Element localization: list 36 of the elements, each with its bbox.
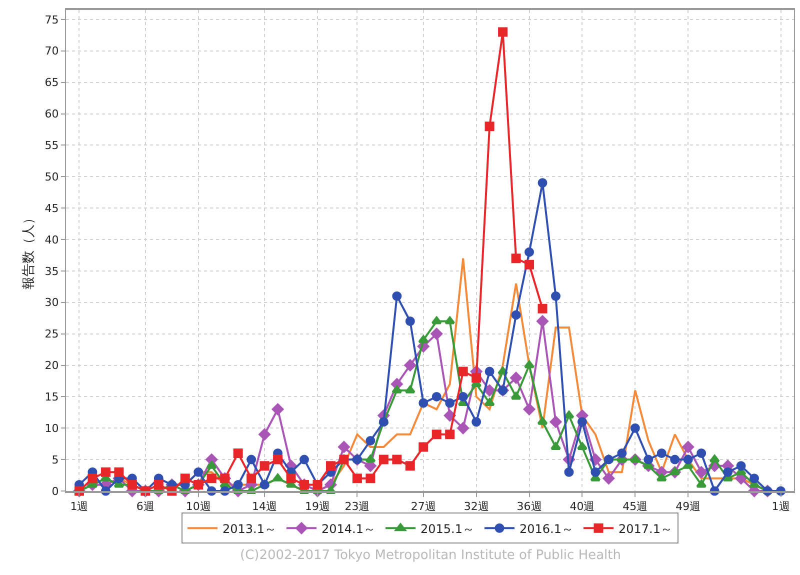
x-tick-label: 32週 bbox=[464, 500, 489, 514]
y-tick-label: 5 bbox=[52, 453, 59, 466]
x-tick-label: 40週 bbox=[570, 500, 595, 514]
legend-label: 2015.1～ bbox=[420, 522, 474, 536]
y-tick-label: 55 bbox=[44, 139, 59, 152]
x-tick-label: 36週 bbox=[516, 500, 542, 514]
x-tick-label: 1週 bbox=[70, 500, 88, 514]
x-tick-label: 19週 bbox=[304, 500, 330, 514]
y-tick-label: 20 bbox=[44, 359, 59, 372]
y-tick-label: 35 bbox=[44, 264, 59, 278]
x-tick-label: 10週 bbox=[186, 500, 211, 514]
legend-label: 2013.1～ bbox=[222, 522, 276, 536]
y-tick-label: 25 bbox=[44, 328, 59, 341]
x-tick-label: 14週 bbox=[252, 500, 278, 514]
y-tick-label: 70 bbox=[44, 44, 59, 58]
x-tick-label: 1週 bbox=[772, 500, 790, 514]
x-tick-label: 45週 bbox=[622, 500, 648, 514]
y-tick-label: 30 bbox=[44, 296, 59, 310]
y-tick-label: 65 bbox=[44, 76, 59, 90]
y-tick-label: 45 bbox=[44, 202, 59, 215]
legend-label: 2016.1～ bbox=[520, 522, 574, 536]
x-tick-label: 23週 bbox=[344, 500, 370, 514]
legend-label: 2014.1～ bbox=[322, 522, 376, 536]
y-axis-title: 報告数（人） bbox=[22, 212, 37, 290]
x-tick-label: 27週 bbox=[410, 500, 436, 514]
y-tick-label: 15 bbox=[44, 390, 59, 404]
x-tick-label: 49週 bbox=[676, 500, 701, 514]
y-tick-label: 60 bbox=[44, 108, 59, 121]
y-tick-label: 50 bbox=[44, 170, 59, 184]
text: (C)2002-2017 Tokyo Metropolitan Institute of Public Health bbox=[240, 548, 622, 563]
y-tick-label: 0 bbox=[52, 484, 59, 498]
legend-label: 2017.1～ bbox=[618, 522, 672, 536]
x-tick-label: 6週 bbox=[136, 500, 154, 514]
y-tick-label: 40 bbox=[44, 233, 59, 246]
y-tick-label: 75 bbox=[44, 13, 59, 26]
y-tick-label: 10 bbox=[44, 422, 59, 435]
